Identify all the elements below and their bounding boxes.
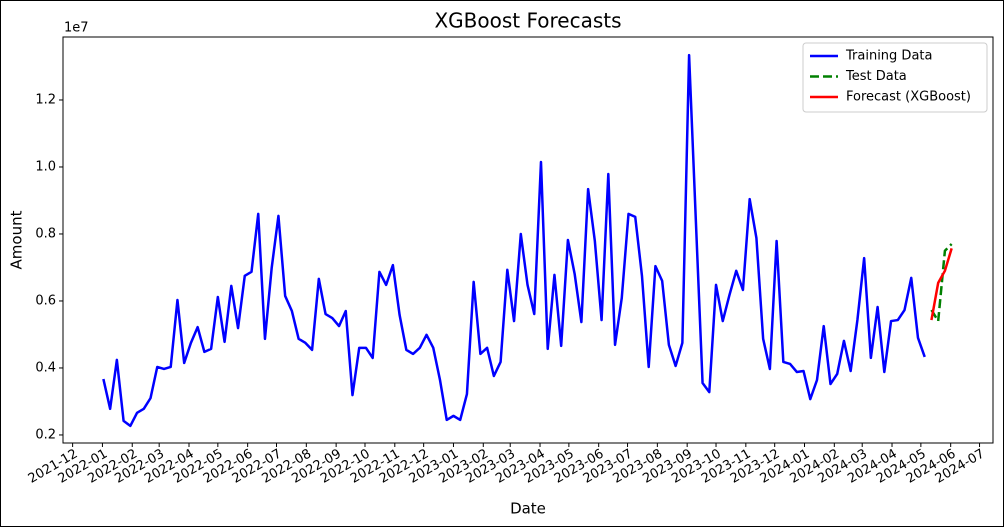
y-tick-label: 0.6 [35,293,56,308]
y-tick-label: 1.2 [35,92,56,107]
legend-label: Forecast (XGBoost) [846,90,971,105]
x-axis-label: Date [510,500,546,518]
legend-label: Training Data [845,49,932,64]
y-tick-label: 0.2 [35,427,56,442]
chart-title: XGBoost Forecasts [434,9,621,33]
series-line [930,243,953,323]
y-tick-label: 0.4 [35,360,56,375]
series-line [930,248,953,321]
y-tick-label: 0.8 [35,226,56,241]
y-tick-label: 1.0 [35,159,56,174]
y-axis-label: Amount [8,210,26,269]
y-offset-text: 1e7 [64,21,89,36]
series-line [102,53,926,428]
axes-frame [62,36,994,444]
legend-label: Test Data [845,69,907,84]
legend-box [802,42,988,113]
